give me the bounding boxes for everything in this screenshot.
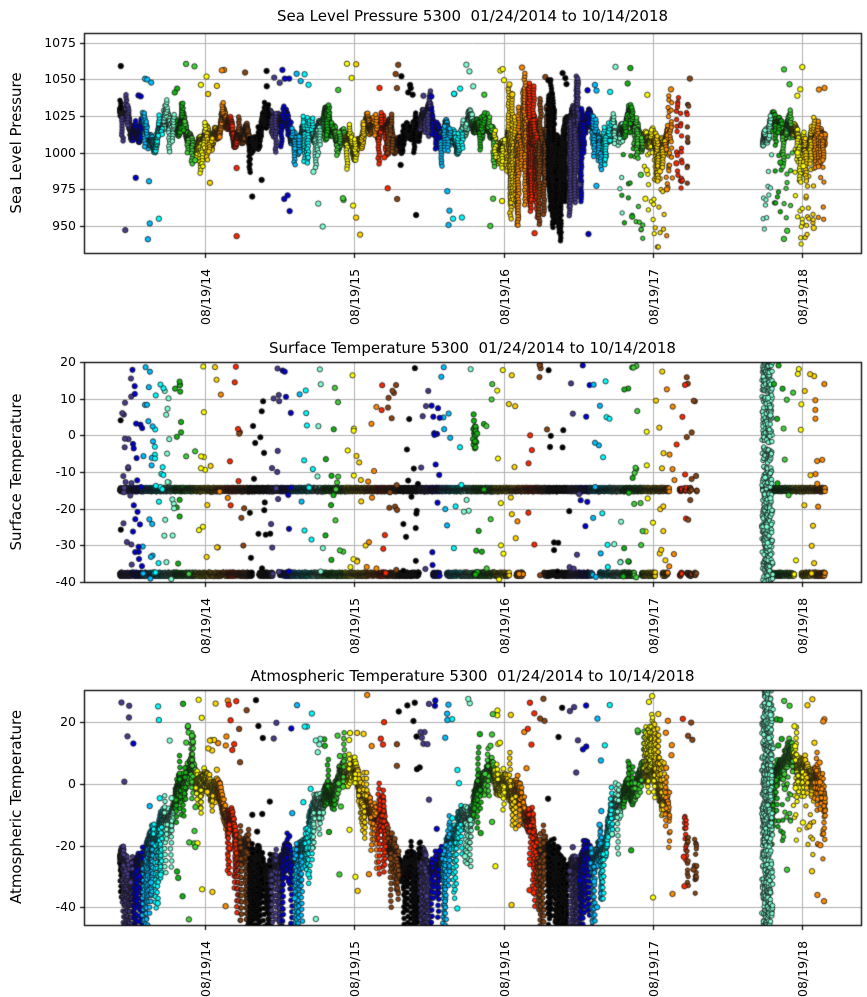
x-tick-label: 08/19/14 xyxy=(197,268,213,325)
chart-sea-level-pressure: Sea Level Pressure 5300 01/24/2014 to 10… xyxy=(0,0,867,335)
y-tick-label: 1000 xyxy=(44,144,76,160)
plot-canvas-atmospheric-temperature xyxy=(0,660,867,992)
x-tick-label: 08/19/15 xyxy=(346,597,362,654)
y-tick-label: -10 xyxy=(55,464,76,479)
y-tick-label: -30 xyxy=(55,537,76,553)
chart-title: Sea Level Pressure 5300 01/24/2014 to 10… xyxy=(276,7,669,25)
chart-atmospheric-temperature: Atmospheric Temperature 5300 01/24/2014 … xyxy=(0,660,867,997)
y-tick-label: -20 xyxy=(55,500,76,516)
y-tick-label: -40 xyxy=(55,574,76,589)
x-tick-label: 08/19/16 xyxy=(496,940,512,997)
y-tick-label: 1050 xyxy=(44,71,76,87)
x-tick-label: 08/19/18 xyxy=(795,597,811,654)
y-tick-label: -20 xyxy=(55,837,76,853)
x-tick-label: 08/19/15 xyxy=(346,940,362,997)
y-tick-label: 20 xyxy=(60,714,76,730)
x-tick-label: 08/19/18 xyxy=(795,268,811,325)
x-tick-label: 08/19/16 xyxy=(496,268,512,325)
x-tick-label: 08/19/18 xyxy=(795,940,811,997)
y-tick-label: 20 xyxy=(60,354,76,369)
chart-title: Atmospheric Temperature 5300 01/24/2014 … xyxy=(250,667,695,685)
chart-surface-temperature: Surface Temperature 5300 01/24/2014 to 1… xyxy=(0,335,867,660)
y-axis-label: Atmospheric Temperature xyxy=(7,709,25,905)
y-tick-label: 0 xyxy=(68,775,76,791)
y-tick-label: 0 xyxy=(68,427,76,443)
plot-canvas-sea-level-pressure xyxy=(0,0,867,335)
y-tick-label: 975 xyxy=(52,181,76,197)
y-tick-label: 10 xyxy=(60,390,76,406)
x-tick-label: 08/19/16 xyxy=(496,597,512,654)
x-tick-label: 08/19/17 xyxy=(645,940,661,997)
y-tick-label: 1075 xyxy=(44,34,76,50)
x-tick-label: 08/19/14 xyxy=(197,597,213,654)
y-tick-label: 950 xyxy=(52,217,76,233)
x-tick-label: 08/19/14 xyxy=(197,940,213,997)
y-tick-label: 1025 xyxy=(44,107,76,123)
y-tick-label: -40 xyxy=(55,899,76,915)
x-tick-label: 08/19/17 xyxy=(645,597,661,654)
plot-canvas-surface-temperature xyxy=(0,335,867,660)
x-tick-label: 08/19/17 xyxy=(645,268,661,325)
chart-title: Surface Temperature 5300 01/24/2014 to 1… xyxy=(269,339,676,357)
x-tick-label: 08/19/15 xyxy=(346,268,362,325)
